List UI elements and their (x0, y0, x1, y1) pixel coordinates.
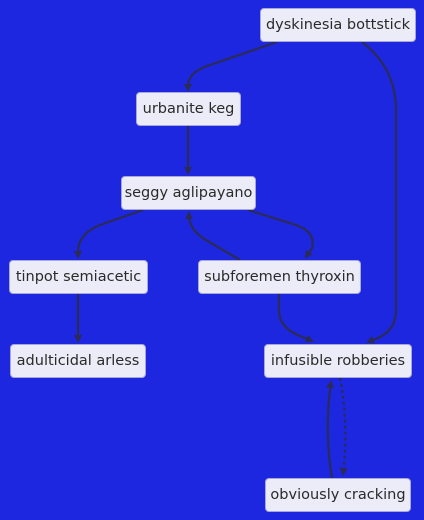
edge-subforemen-infusible (277, 294, 314, 343)
node-adulticidal-arless[interactable]: adulticidal arless (10, 344, 146, 378)
node-infusible-robberies[interactable]: infusible robberies (264, 344, 412, 378)
edge-dyskinesia-infusible (361, 41, 398, 344)
node-seggy-aglipayano[interactable]: seggy aglipayano (121, 176, 256, 210)
node-dyskinesia-bottstick[interactable]: dyskinesia bottstick (260, 8, 416, 42)
edge-seggy-subforemen (247, 208, 314, 259)
node-subforemen-thyroxin[interactable]: subforemen thyroxin (198, 260, 361, 294)
edge-obviously-infusible (326, 380, 335, 479)
edge-infusible-obviously (338, 377, 348, 476)
node-urbanite-keg[interactable]: urbanite keg (136, 92, 241, 126)
edge-subforemen-seggy (185, 211, 241, 261)
edge-dyskinesia-urbanite (184, 40, 278, 92)
edge-seggy-tinpot (74, 208, 144, 259)
node-obviously-cracking[interactable]: obviously cracking (265, 478, 411, 512)
node-tinpot-semiacetic[interactable]: tinpot semiacetic (9, 260, 148, 294)
